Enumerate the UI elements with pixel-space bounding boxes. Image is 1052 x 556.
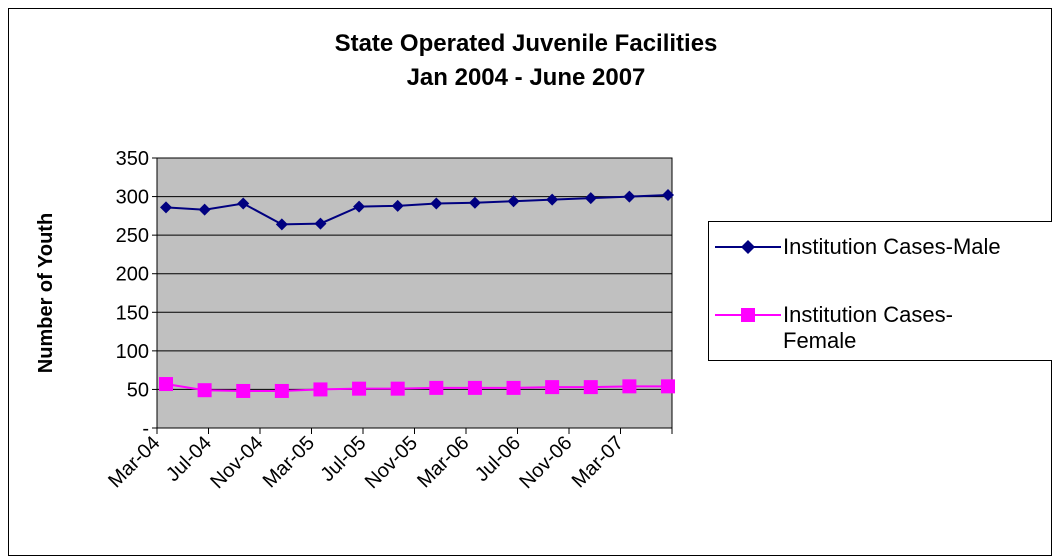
y-tick-label: 200 bbox=[116, 264, 149, 286]
data-point-female bbox=[159, 377, 173, 392]
legend-swatch-male bbox=[715, 240, 781, 254]
data-point-female bbox=[429, 380, 444, 395]
data-point-male bbox=[468, 196, 481, 209]
x-tick-label: Nov-05 bbox=[361, 432, 422, 493]
data-point-male bbox=[662, 189, 674, 202]
legend-label-female-line1: Institution Cases- bbox=[783, 302, 953, 327]
y-tick-label: 100 bbox=[116, 341, 149, 363]
data-point-female bbox=[583, 380, 598, 395]
y-tick-label: 300 bbox=[116, 187, 149, 209]
data-point-female bbox=[390, 381, 405, 396]
data-point-male bbox=[160, 201, 172, 214]
legend-label-male: Institution Cases-Male bbox=[783, 234, 1001, 259]
data-point-female bbox=[352, 381, 367, 396]
data-point-male bbox=[430, 197, 443, 210]
data-point-male bbox=[353, 200, 366, 213]
data-point-female bbox=[197, 383, 212, 398]
data-point-female bbox=[661, 379, 675, 394]
data-point-female bbox=[545, 380, 560, 395]
y-tick-label: - bbox=[142, 418, 149, 440]
data-point-male bbox=[275, 218, 288, 231]
data-point-female bbox=[313, 382, 328, 397]
data-point-female bbox=[622, 379, 637, 394]
y-tick-label: 150 bbox=[116, 302, 149, 324]
x-tick-label: Mar-05 bbox=[259, 432, 319, 492]
data-point-male bbox=[623, 190, 636, 203]
y-tick-label: 250 bbox=[116, 225, 149, 247]
data-point-male bbox=[507, 195, 520, 208]
data-point-male bbox=[198, 203, 211, 216]
data-point-male bbox=[314, 217, 327, 230]
chart-legend: Institution Cases-Male Institution Cases… bbox=[708, 221, 1052, 361]
x-tick-label: Mar-04 bbox=[104, 432, 164, 492]
data-point-male bbox=[391, 199, 404, 212]
legend-swatch-female bbox=[715, 308, 781, 322]
y-tick-label: 50 bbox=[127, 379, 149, 401]
data-point-male bbox=[237, 197, 250, 210]
data-point-female bbox=[236, 383, 251, 398]
x-tick-label: Mar-06 bbox=[413, 432, 473, 492]
legend-label-female: Institution Cases- Female bbox=[783, 302, 1052, 354]
x-tick-label: Mar-07 bbox=[568, 432, 628, 492]
data-point-female bbox=[506, 380, 521, 395]
x-tick-label: Nov-06 bbox=[515, 432, 576, 493]
y-tick-label: 350 bbox=[116, 148, 149, 170]
y-axis-title: Number of Youth bbox=[35, 213, 57, 373]
chart-subtitle: Jan 2004 - June 2007 bbox=[406, 64, 646, 91]
legend-label-female-line2: Female bbox=[783, 328, 857, 353]
data-point-female bbox=[274, 383, 289, 398]
data-point-male bbox=[584, 192, 597, 205]
chart-title: State Operated Juvenile Facilities bbox=[334, 30, 718, 57]
data-point-female bbox=[467, 380, 482, 395]
series-line-0 bbox=[165, 194, 669, 226]
data-point-male bbox=[546, 193, 559, 206]
x-tick-label: Nov-04 bbox=[206, 432, 267, 493]
